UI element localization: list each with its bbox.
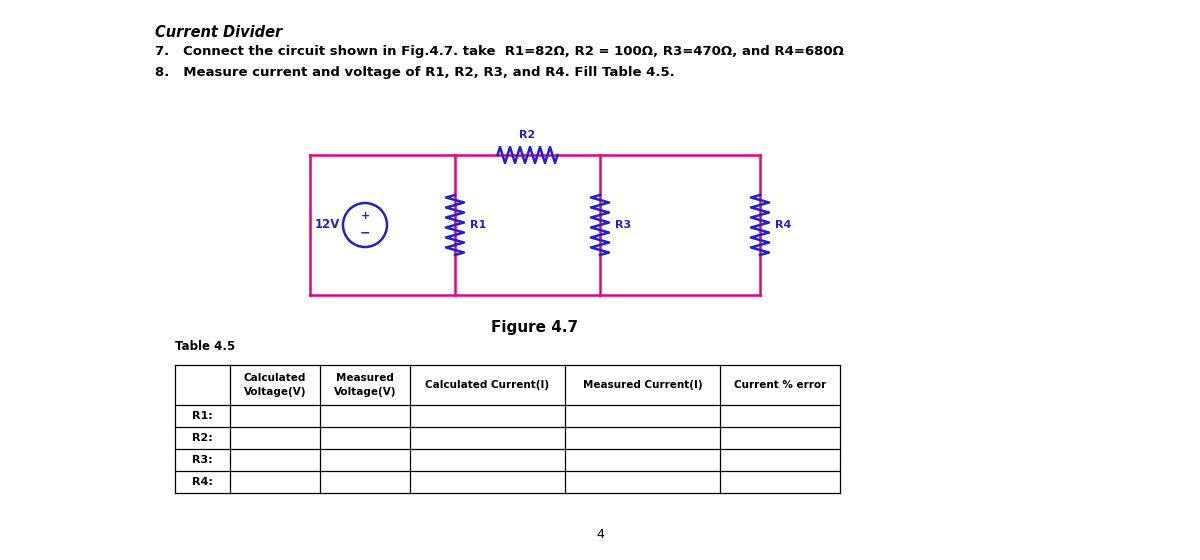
Text: 8.   Measure current and voltage of R1, R2, R3, and R4. Fill Table 4.5.: 8. Measure current and voltage of R1, R2… [155, 66, 674, 79]
Text: R3: R3 [616, 220, 631, 230]
Text: Table 4.5: Table 4.5 [175, 340, 235, 353]
Text: +: + [360, 211, 370, 221]
Text: Measured: Measured [336, 373, 394, 383]
Text: 7.   Connect the circuit shown in Fig.4.7. take  R1=82Ω, R2 = 100Ω, R3=470Ω, and: 7. Connect the circuit shown in Fig.4.7.… [155, 45, 844, 58]
Text: R1: R1 [470, 220, 486, 230]
Text: R3:: R3: [192, 455, 212, 465]
Text: R2:: R2: [192, 433, 212, 443]
Text: R1:: R1: [192, 411, 212, 421]
Text: Calculated: Calculated [244, 373, 306, 383]
Text: R4:: R4: [192, 477, 212, 487]
Text: R4: R4 [775, 220, 791, 230]
Text: Current % error: Current % error [734, 380, 826, 390]
Text: Calculated Current(I): Calculated Current(I) [426, 380, 550, 390]
Text: −: − [360, 226, 371, 240]
Text: R2: R2 [520, 130, 535, 140]
Text: 4: 4 [596, 529, 604, 542]
Text: Voltage(V): Voltage(V) [334, 387, 396, 397]
Text: Measured Current(I): Measured Current(I) [583, 380, 702, 390]
Text: Current Divider: Current Divider [155, 25, 282, 40]
Text: Figure 4.7: Figure 4.7 [492, 320, 578, 335]
Text: 12V: 12V [314, 218, 340, 231]
Text: Voltage(V): Voltage(V) [244, 387, 306, 397]
